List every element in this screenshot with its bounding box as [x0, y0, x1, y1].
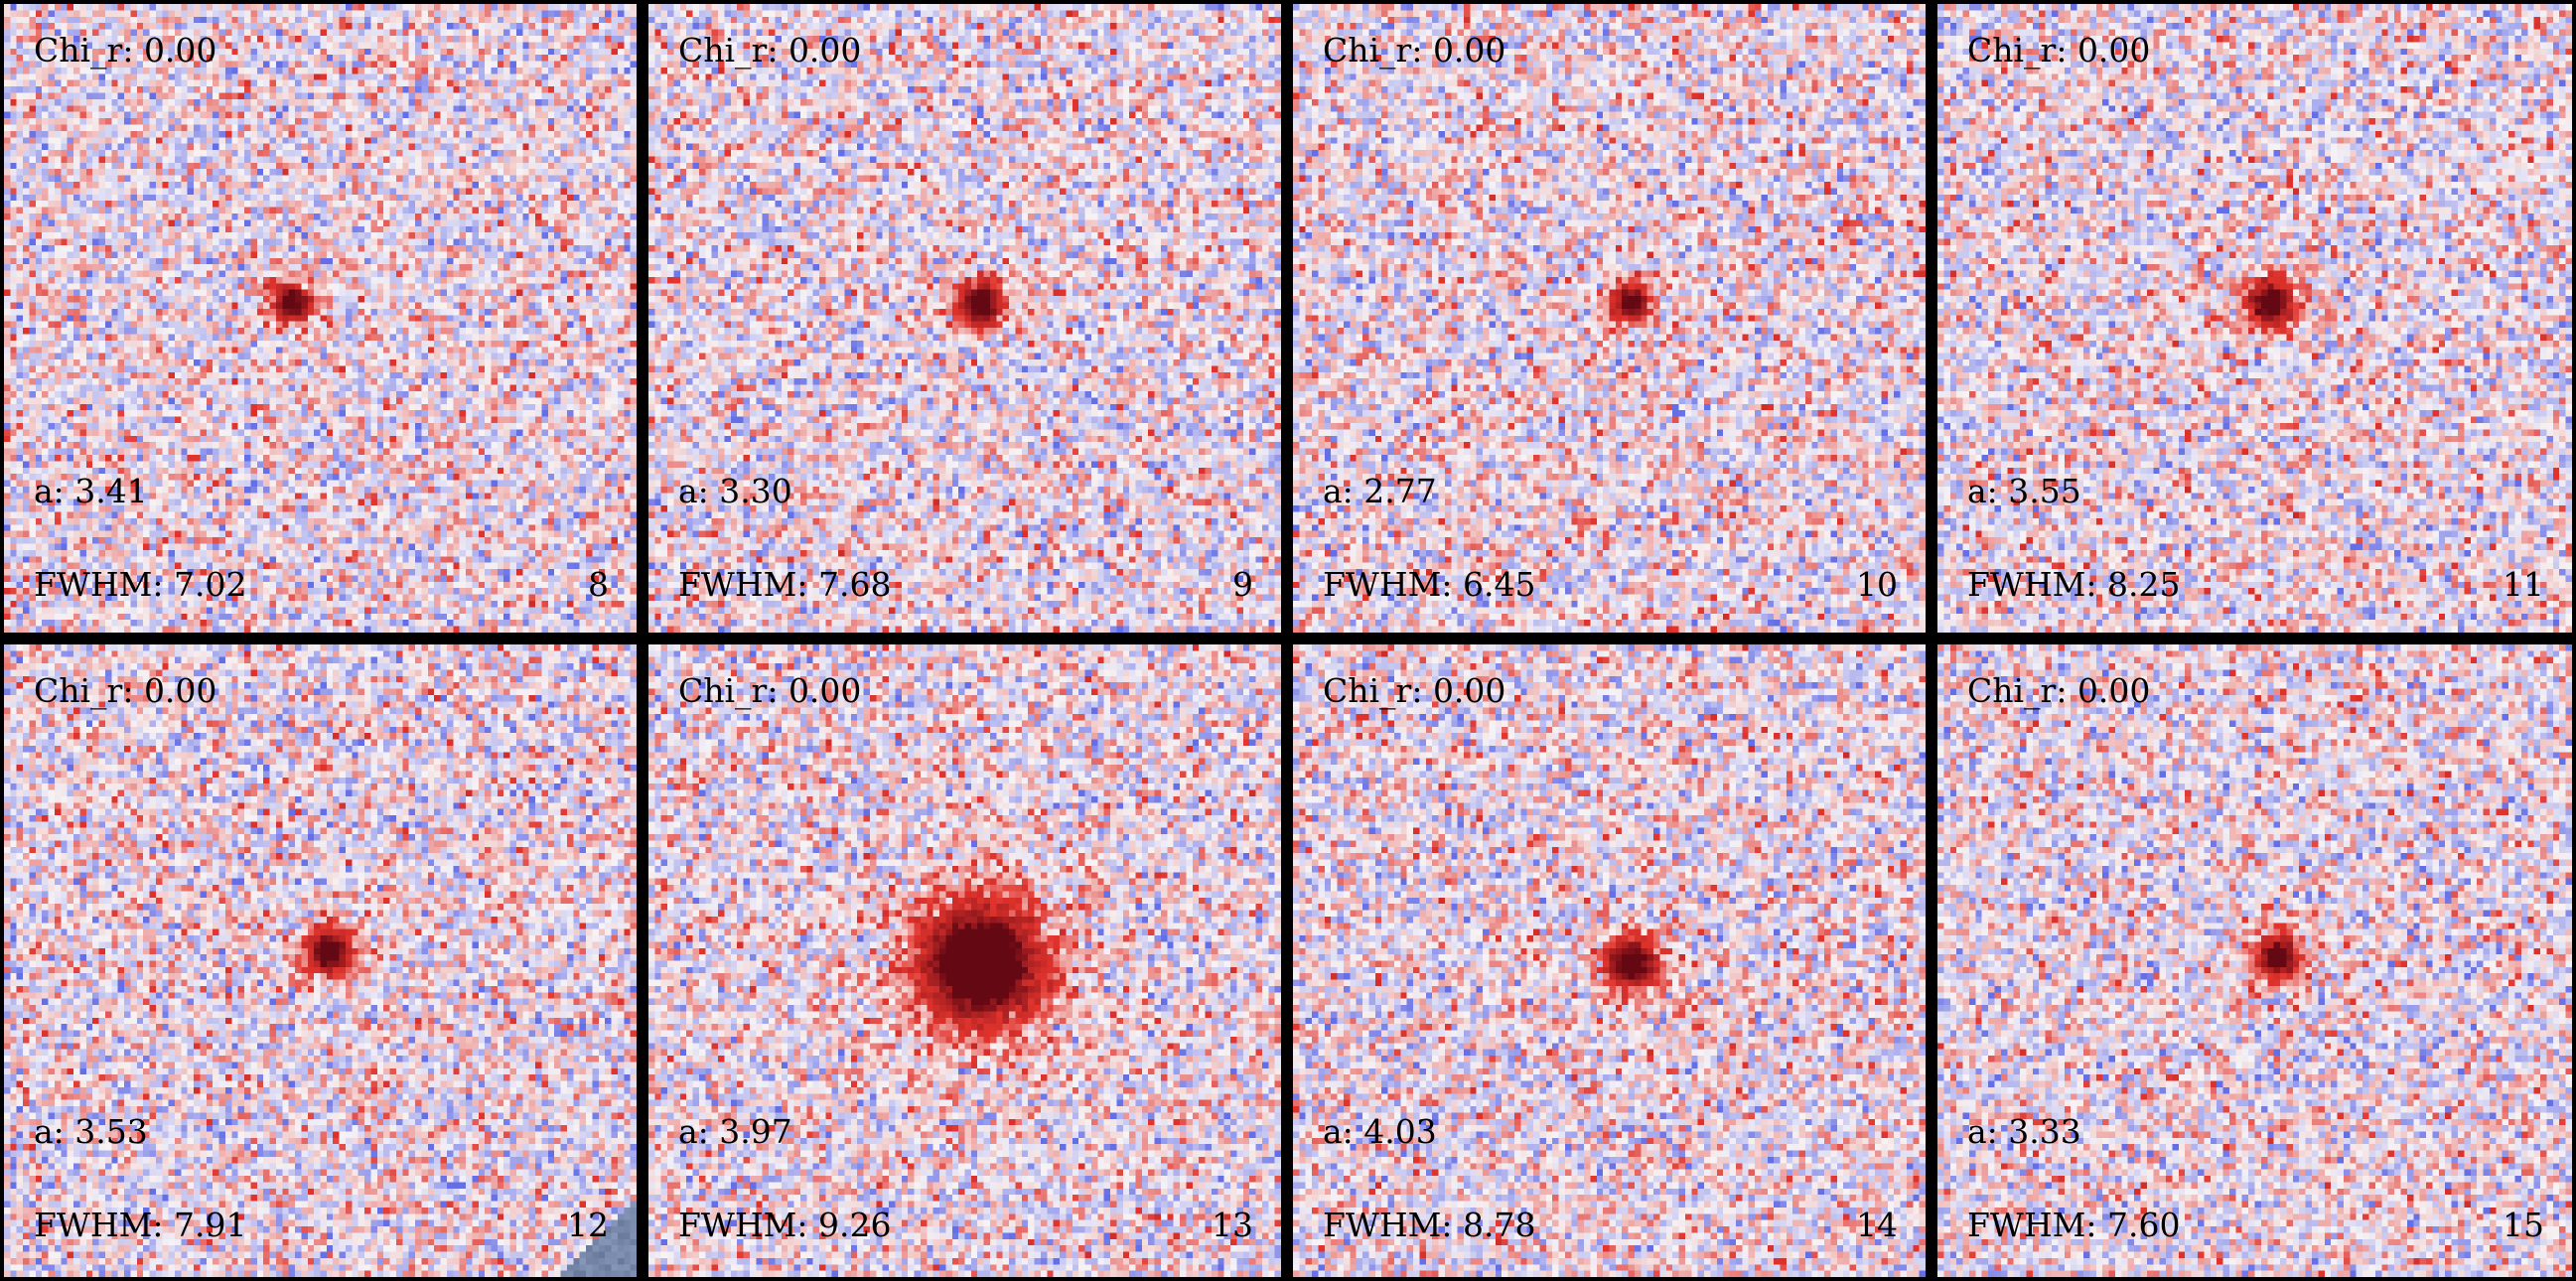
- fwhm-label: FWHM: 7.02: [34, 565, 247, 604]
- stamp-panel-9: Chi_r: 0.00 a: 3.30 FWHM: 7.68 9: [648, 4, 1281, 633]
- panel-index: 8: [588, 565, 609, 604]
- a-label: a: 2.77: [1323, 472, 1437, 510]
- fwhm-label: FWHM: 9.26: [678, 1206, 892, 1244]
- stamp-image: [1937, 644, 2572, 1277]
- panel-index: 13: [1212, 1206, 1253, 1244]
- stamp-panel-8: Chi_r: 0.00 a: 3.41 FWHM: 7.02 8: [4, 4, 637, 633]
- a-label: a: 3.41: [34, 472, 148, 510]
- a-label: a: 3.97: [678, 1112, 792, 1151]
- stamp-image: [1293, 644, 1926, 1277]
- stamp-image: [1937, 4, 2572, 633]
- stamp-panel-15: Chi_r: 0.00 a: 3.33 FWHM: 7.60 15: [1937, 644, 2572, 1277]
- chi-label: Chi_r: 0.00: [34, 671, 217, 710]
- panel-index: 9: [1232, 565, 1253, 604]
- a-label: a: 3.30: [678, 472, 792, 510]
- fwhm-label: FWHM: 6.45: [1323, 565, 1536, 604]
- chi-label: Chi_r: 0.00: [1967, 31, 2151, 70]
- panel-index: 11: [2503, 565, 2544, 604]
- panel-index: 14: [1856, 1206, 1898, 1244]
- stamp-image: [4, 644, 637, 1277]
- chi-label: Chi_r: 0.00: [1323, 31, 1506, 70]
- a-label: a: 3.33: [1967, 1112, 2081, 1151]
- stamp-panel-12: Chi_r: 0.00 a: 3.53 FWHM: 7.91 12: [4, 644, 637, 1277]
- panel-index: 10: [1856, 565, 1898, 604]
- stamp-panel-13: Chi_r: 0.00 a: 3.97 FWHM: 9.26 13: [648, 644, 1281, 1277]
- chi-label: Chi_r: 0.00: [678, 31, 862, 70]
- chi-label: Chi_r: 0.00: [1967, 671, 2151, 710]
- chi-label: Chi_r: 0.00: [1323, 671, 1506, 710]
- stamp-panel-10: Chi_r: 0.00 a: 2.77 FWHM: 6.45 10: [1293, 4, 1926, 633]
- stamp-panel-14: Chi_r: 0.00 a: 4.03 FWHM: 8.78 14: [1293, 644, 1926, 1277]
- stamp-image: [1293, 4, 1926, 633]
- a-label: a: 3.55: [1967, 472, 2081, 510]
- fwhm-label: FWHM: 8.25: [1967, 565, 2181, 604]
- chi-label: Chi_r: 0.00: [678, 671, 862, 710]
- fwhm-label: FWHM: 7.91: [34, 1206, 247, 1244]
- fwhm-label: FWHM: 7.68: [678, 565, 892, 604]
- stamp-image: [648, 4, 1281, 633]
- a-label: a: 3.53: [34, 1112, 148, 1151]
- a-label: a: 4.03: [1323, 1112, 1437, 1151]
- stamp-image: [648, 644, 1281, 1277]
- stamp-panel-11: Chi_r: 0.00 a: 3.55 FWHM: 8.25 11: [1937, 4, 2572, 633]
- panel-index: 15: [2503, 1206, 2544, 1244]
- fwhm-label: FWHM: 7.60: [1967, 1206, 2181, 1244]
- chi-label: Chi_r: 0.00: [34, 31, 217, 70]
- stamp-image: [4, 4, 637, 633]
- panel-index: 12: [567, 1206, 609, 1244]
- fwhm-label: FWHM: 8.78: [1323, 1206, 1536, 1244]
